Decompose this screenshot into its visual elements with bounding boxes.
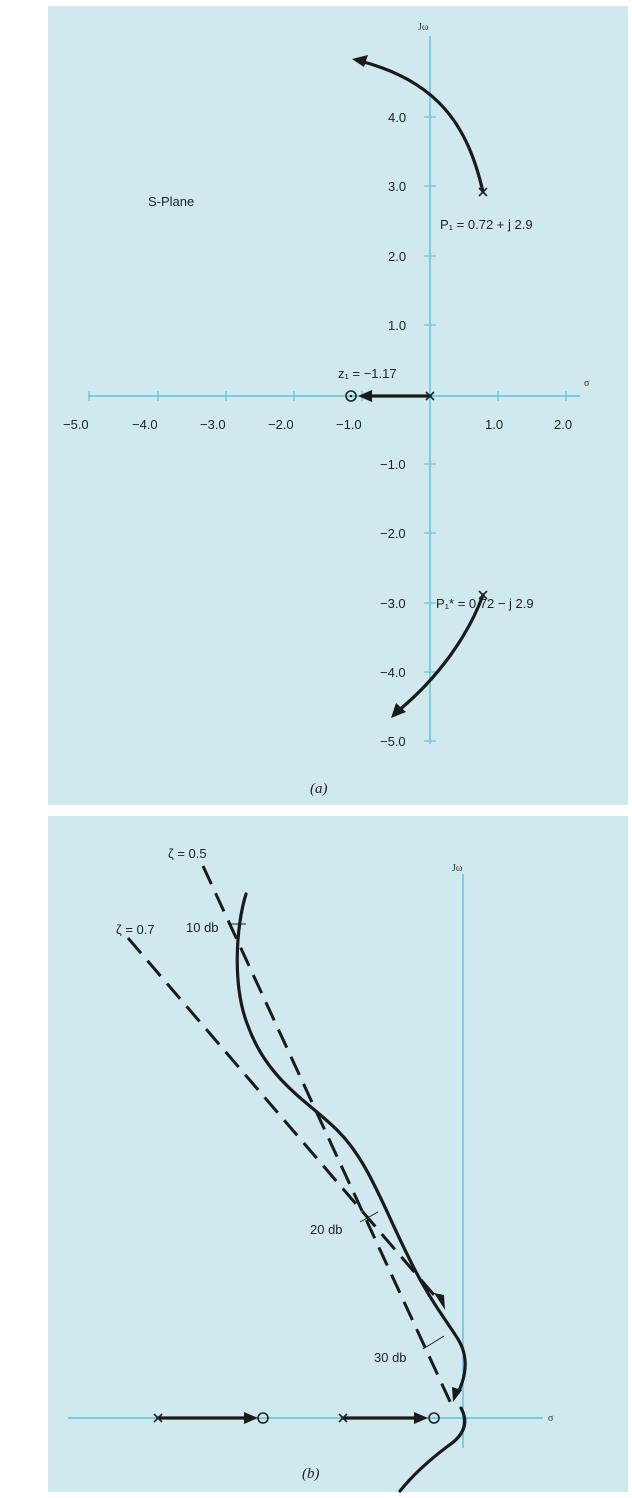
real-tick-label: −4.0	[132, 417, 158, 432]
pole-right-marker	[338, 1413, 348, 1423]
imag-tick-label: 2.0	[388, 249, 406, 264]
zeta-0.5-label: ζ = 0.5	[168, 846, 207, 861]
gain-20-leader	[359, 1211, 379, 1223]
real-branch-right-arrow	[414, 1412, 428, 1424]
zeta-0.7-arrow	[434, 1293, 445, 1310]
real-tick-label: −1.0	[336, 417, 362, 432]
gain-30-leader	[422, 1335, 445, 1350]
real-tick-label: −5.0	[63, 417, 89, 432]
real-tick-label: −3.0	[200, 417, 226, 432]
s-plane-diagram-b: Jω σ ζ = 0.5 ζ = 0.7 10 db 20 db 30 db (…	[68, 846, 554, 1493]
complex-branch-arrow	[452, 1387, 462, 1402]
root-locus-panel-b: Jω σ ζ = 0.5 ζ = 0.7 10 db 20 db 30 db (…	[48, 816, 628, 1493]
pole-p1-conj-marker	[478, 590, 488, 600]
imag-tick-label: −2.0	[380, 526, 406, 541]
root-locus-panel-a: −5.0 −4.0 −3.0 −2.0 −1.0 1.0 2.0 4.0 3.0…	[48, 6, 628, 805]
zero-z1-marker	[345, 390, 357, 402]
zero-z1-label: z₁ = −1.17	[338, 366, 397, 381]
lower-branch-arrow	[391, 703, 406, 718]
imag-tick-label: 1.0	[388, 318, 406, 333]
gain-30-label: 30 db	[374, 1350, 407, 1365]
real-tick-label: −2.0	[268, 417, 294, 432]
upper-branch-arrow	[352, 55, 368, 67]
imag-tick-label: −5.0	[380, 734, 406, 749]
jw-axis-label: Jω	[418, 22, 429, 33]
zero-left-marker	[257, 1412, 269, 1424]
pole-p1-conj-label: P₁* = 0.72 − j 2.9	[436, 596, 534, 611]
real-tick-label: 1.0	[485, 417, 503, 432]
real-branch-arrow	[358, 390, 372, 402]
imag-tick-label: 4.0	[388, 110, 406, 125]
imag-tick-label: −3.0	[380, 596, 406, 611]
zero-z1-center	[349, 394, 353, 398]
zero-right-marker	[428, 1412, 440, 1424]
s-plane-diagram-a: −5.0 −4.0 −3.0 −2.0 −1.0 1.0 2.0 4.0 3.0…	[63, 22, 590, 797]
imag-tick-label: 3.0	[388, 179, 406, 194]
upper-locus-branch	[358, 59, 485, 194]
origin-pole-marker	[425, 391, 435, 401]
complex-locus-branch	[235, 892, 467, 1395]
real-tick-label: 2.0	[554, 417, 572, 432]
real-branch-left-arrow	[244, 1412, 258, 1424]
imag-tick-label: −4.0	[380, 665, 406, 680]
lower-locus-branch	[398, 1406, 467, 1493]
gain-10-label: 10 db	[186, 920, 219, 935]
pole-p1-marker	[478, 187, 488, 197]
sigma-axis-label: σ	[584, 378, 590, 389]
pole-left-marker	[153, 1413, 163, 1423]
jw-axis-label: Jω	[452, 863, 463, 874]
caption-b: (b)	[302, 1466, 320, 1482]
gain-20-label: 20 db	[310, 1222, 343, 1237]
zeta-0.7-label: ζ = 0.7	[116, 922, 155, 937]
zeta-0.5-line	[201, 865, 455, 1409]
sigma-axis-label: σ	[548, 1413, 554, 1424]
caption-a: (a)	[310, 781, 328, 797]
lower-locus-branch	[396, 593, 485, 713]
zeta-0.7-line	[126, 937, 442, 1303]
s-plane-label: S-Plane	[148, 194, 194, 209]
imag-tick-label: −1.0	[380, 457, 406, 472]
pole-p1-label: P₁ = 0.72 + j 2.9	[440, 217, 533, 232]
